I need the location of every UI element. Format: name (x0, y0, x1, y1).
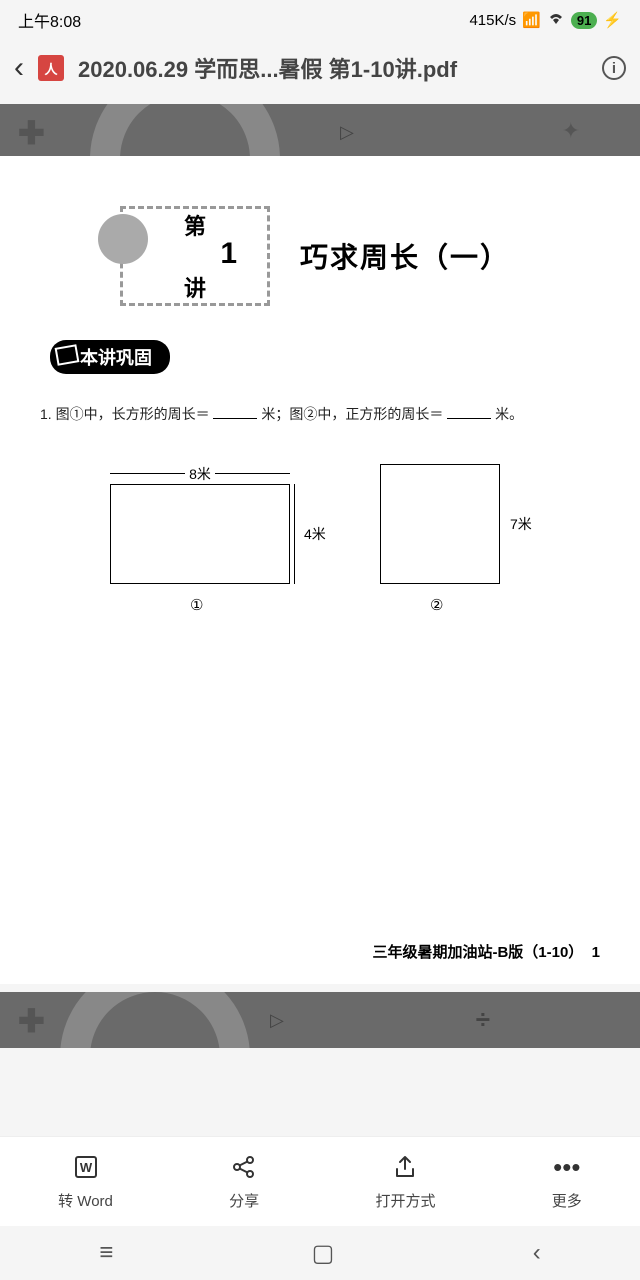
battery-level: 91 (571, 12, 597, 29)
system-nav-bar: ≡ ▢ ‹ (0, 1226, 640, 1280)
status-right: 415K/s 📶 91 ⚡ (469, 11, 622, 29)
open-with-button[interactable]: 打开方式 (375, 1152, 435, 1211)
lecture-number-pentagon: 第 1 讲 (120, 206, 270, 306)
document-title: 2020.06.29 学而思...暑假 第1-10讲.pdf (78, 52, 588, 84)
rect1-width-label: 8米 (110, 464, 290, 484)
wifi-icon (547, 11, 565, 29)
pdf-page-1[interactable]: ✚▷✦ 第 1 讲 巧求周长（一） 本讲巩固 1. 图①中，长方形的周长＝ 米；… (0, 104, 640, 984)
problem-1: 1. 图①中，长方形的周长＝ 米；图②中，正方形的周长＝ 米。 (40, 404, 600, 424)
rect2-height-label: 7米 (510, 464, 532, 584)
charging-icon: ⚡ (603, 11, 622, 29)
back-button[interactable]: ‹ (14, 51, 24, 85)
nav-home[interactable]: ▢ (312, 1239, 335, 1268)
blank-2 (447, 405, 491, 419)
blank-1 (213, 405, 257, 419)
square-2 (380, 464, 500, 584)
problem-figures: 8米 4米 ① 7米 ② (80, 464, 560, 634)
convert-word-button[interactable]: W 转 Word (58, 1152, 113, 1211)
more-button[interactable]: ••• 更多 (552, 1152, 582, 1211)
nav-recents[interactable]: ≡ (99, 1239, 113, 1267)
nav-back[interactable]: ‹ (533, 1239, 541, 1267)
page-footer: 三年级暑期加油站-B版（1-10） 1 (372, 941, 600, 962)
rect1-height-label: 4米 (298, 484, 326, 584)
share-button[interactable]: 分享 (229, 1152, 259, 1211)
svg-text:W: W (79, 1160, 92, 1175)
figure-2-index: ② (430, 596, 443, 614)
pdf-icon: 人 (38, 55, 64, 81)
bottom-toolbar: W 转 Word 分享 打开方式 ••• 更多 (0, 1136, 640, 1226)
rectangle-1 (110, 484, 290, 584)
lecture-title: 巧求周长（一） (300, 236, 510, 276)
figure-1-index: ① (190, 596, 203, 614)
signal-icon: 📶 (522, 11, 541, 29)
word-icon: W (73, 1152, 99, 1182)
info-button[interactable]: i (602, 56, 626, 80)
share-icon (231, 1152, 257, 1182)
open-icon (392, 1152, 418, 1182)
status-bar: 上午8:08 415K/s 📶 91 ⚡ (0, 0, 640, 40)
titlebar: ‹ 人 2020.06.29 学而思...暑假 第1-10讲.pdf i (0, 40, 640, 96)
status-time: 上午8:08 (18, 8, 81, 32)
page-header-decoration: ✚▷✦ (0, 104, 640, 156)
pdf-page-2-peek[interactable]: ✚▷÷ (0, 992, 640, 1048)
section-header: 本讲巩固 (50, 340, 170, 374)
lecture-badge: 第 1 讲 巧求周长（一） (110, 206, 530, 316)
page2-header-decoration: ✚▷÷ (0, 992, 640, 1048)
net-speed: 415K/s (469, 12, 516, 29)
more-icon: ••• (553, 1152, 580, 1182)
